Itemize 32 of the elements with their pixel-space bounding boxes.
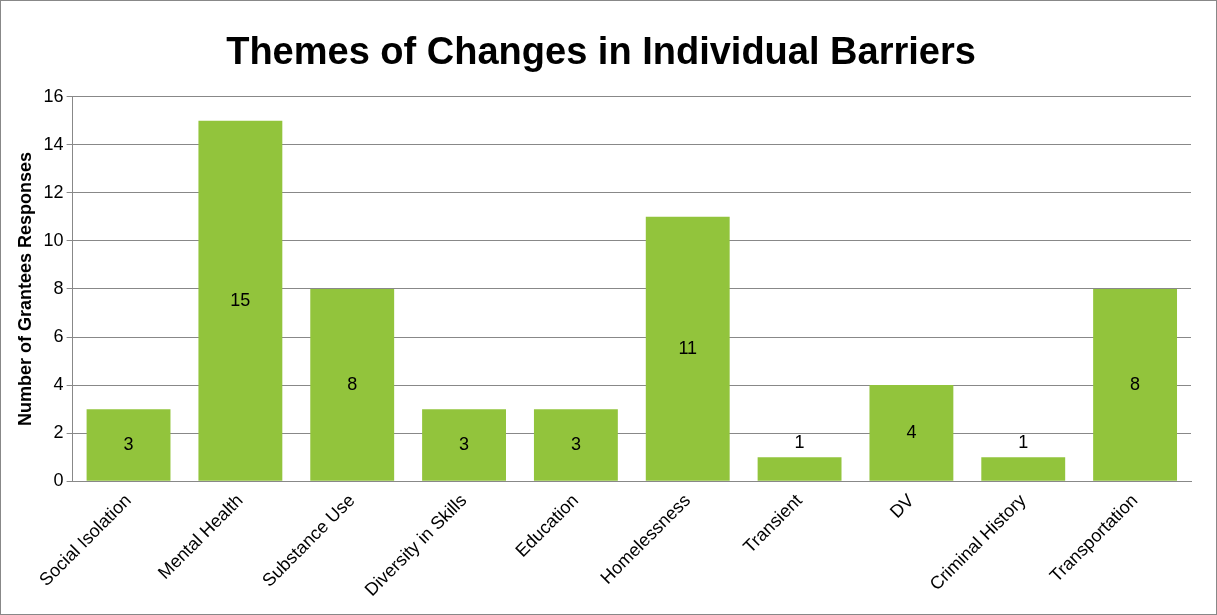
- bar: [1093, 288, 1178, 481]
- bar: [869, 385, 954, 481]
- y-tick-label: 4: [53, 374, 64, 395]
- data-label: 4: [906, 421, 917, 442]
- bar: [981, 457, 1066, 481]
- bar: [86, 409, 171, 481]
- bar: [757, 457, 842, 481]
- bar: [422, 409, 506, 481]
- data-label: 3: [459, 433, 470, 454]
- bar: [645, 216, 730, 481]
- bar: [533, 409, 618, 481]
- y-tick-label: 16: [43, 85, 64, 106]
- y-axis-title: Number of Grantees Responses: [14, 151, 35, 426]
- y-tick-label: 12: [43, 181, 64, 202]
- chart-title: Themes of Changes in Individual Barriers: [226, 30, 976, 73]
- data-label: 11: [678, 337, 698, 358]
- data-label: 3: [570, 433, 581, 454]
- data-label: 3: [123, 433, 134, 454]
- data-label: 1: [1018, 432, 1029, 453]
- bar: [310, 288, 395, 481]
- data-label: 1: [794, 432, 805, 453]
- data-label: 15: [230, 289, 251, 310]
- data-label: 8: [347, 373, 358, 394]
- y-tick-label: 2: [53, 422, 64, 443]
- y-tick-label: 6: [53, 325, 64, 346]
- y-tick-label: 14: [43, 133, 64, 154]
- y-tick-label: 10: [43, 229, 64, 250]
- y-tick-label: 8: [53, 277, 64, 298]
- data-label: 8: [1130, 373, 1141, 394]
- bar: [198, 120, 283, 481]
- y-tick-label: 0: [53, 470, 64, 491]
- x-tick-label: DV: [885, 490, 918, 522]
